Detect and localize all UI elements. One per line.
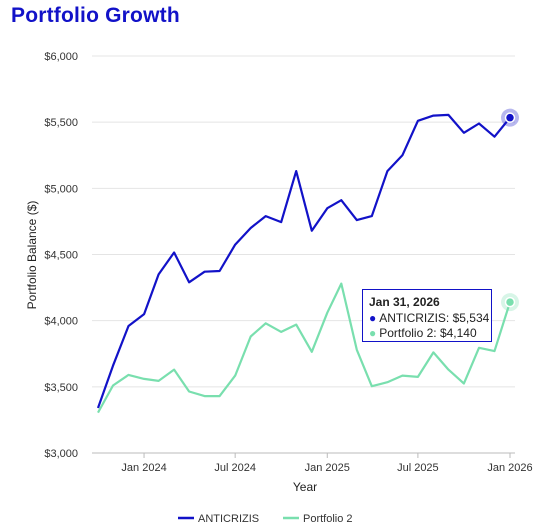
hover-point <box>504 296 516 308</box>
hover-point <box>504 112 516 123</box>
tooltip-dot-icon: ● <box>369 311 377 325</box>
legend-label: Portfolio 2 <box>303 513 353 525</box>
tooltip-row-anticrizis: ● ANTICRIZIS: $5,534 <box>369 311 489 326</box>
tooltip-dot-icon: ● <box>369 326 377 340</box>
tooltip-row-portfolio-2: ● Portfolio 2: $4,140 <box>369 326 485 341</box>
legend: ANTICRIZIS Portfolio 2 <box>178 513 353 525</box>
tooltip-value-portfolio-2: Portfolio 2: $4,140 <box>379 326 477 340</box>
y-axis-title: Portfolio Balance ($) <box>25 201 39 310</box>
tooltip-title: Jan 31, 2026 <box>369 295 440 309</box>
series-lines <box>96 113 512 414</box>
hover-markers <box>501 108 519 312</box>
x-tick-label: Jan 2025 <box>305 462 350 474</box>
grid-lines <box>92 55 515 388</box>
y-tick-label: $5,000 <box>44 183 78 195</box>
y-tick-label: $6,000 <box>44 51 78 63</box>
y-tick-label: $3,500 <box>44 382 78 394</box>
y-tick-label: $4,500 <box>44 250 78 262</box>
series-line-anticrizis <box>96 113 511 409</box>
tooltip-value-anticrizis: ANTICRIZIS: $5,534 <box>379 311 490 325</box>
x-tick-label: Jul 2024 <box>214 462 256 474</box>
legend-label: ANTICRIZIS <box>198 513 259 525</box>
x-axis-tick-labels: Jan 2024 Jul 2024 Jan 2025 Jul 2025 Jan 2026 <box>121 453 533 474</box>
x-axis-title: Year <box>293 480 317 494</box>
y-tick-label: $3,000 <box>44 448 78 460</box>
x-tick-label: Jan 2026 <box>487 462 532 474</box>
y-tick-label: $4,000 <box>44 316 78 328</box>
series-line-portfolio-2 <box>97 282 512 414</box>
x-tick-label: Jan 2024 <box>121 462 166 474</box>
y-tick-label: $5,500 <box>44 117 78 129</box>
chart-title: Portfolio Growth <box>11 4 180 27</box>
x-tick-label: Jul 2025 <box>397 462 439 474</box>
y-axis-tick-labels: $3,000 $3,500 $4,000 $4,500 $5,000 $5,500 $6,0… <box>44 51 78 460</box>
hover-tooltip: Jan 31, 2026 ● ANTICRIZIS: $5,534 ● Portfo… <box>362 289 492 342</box>
